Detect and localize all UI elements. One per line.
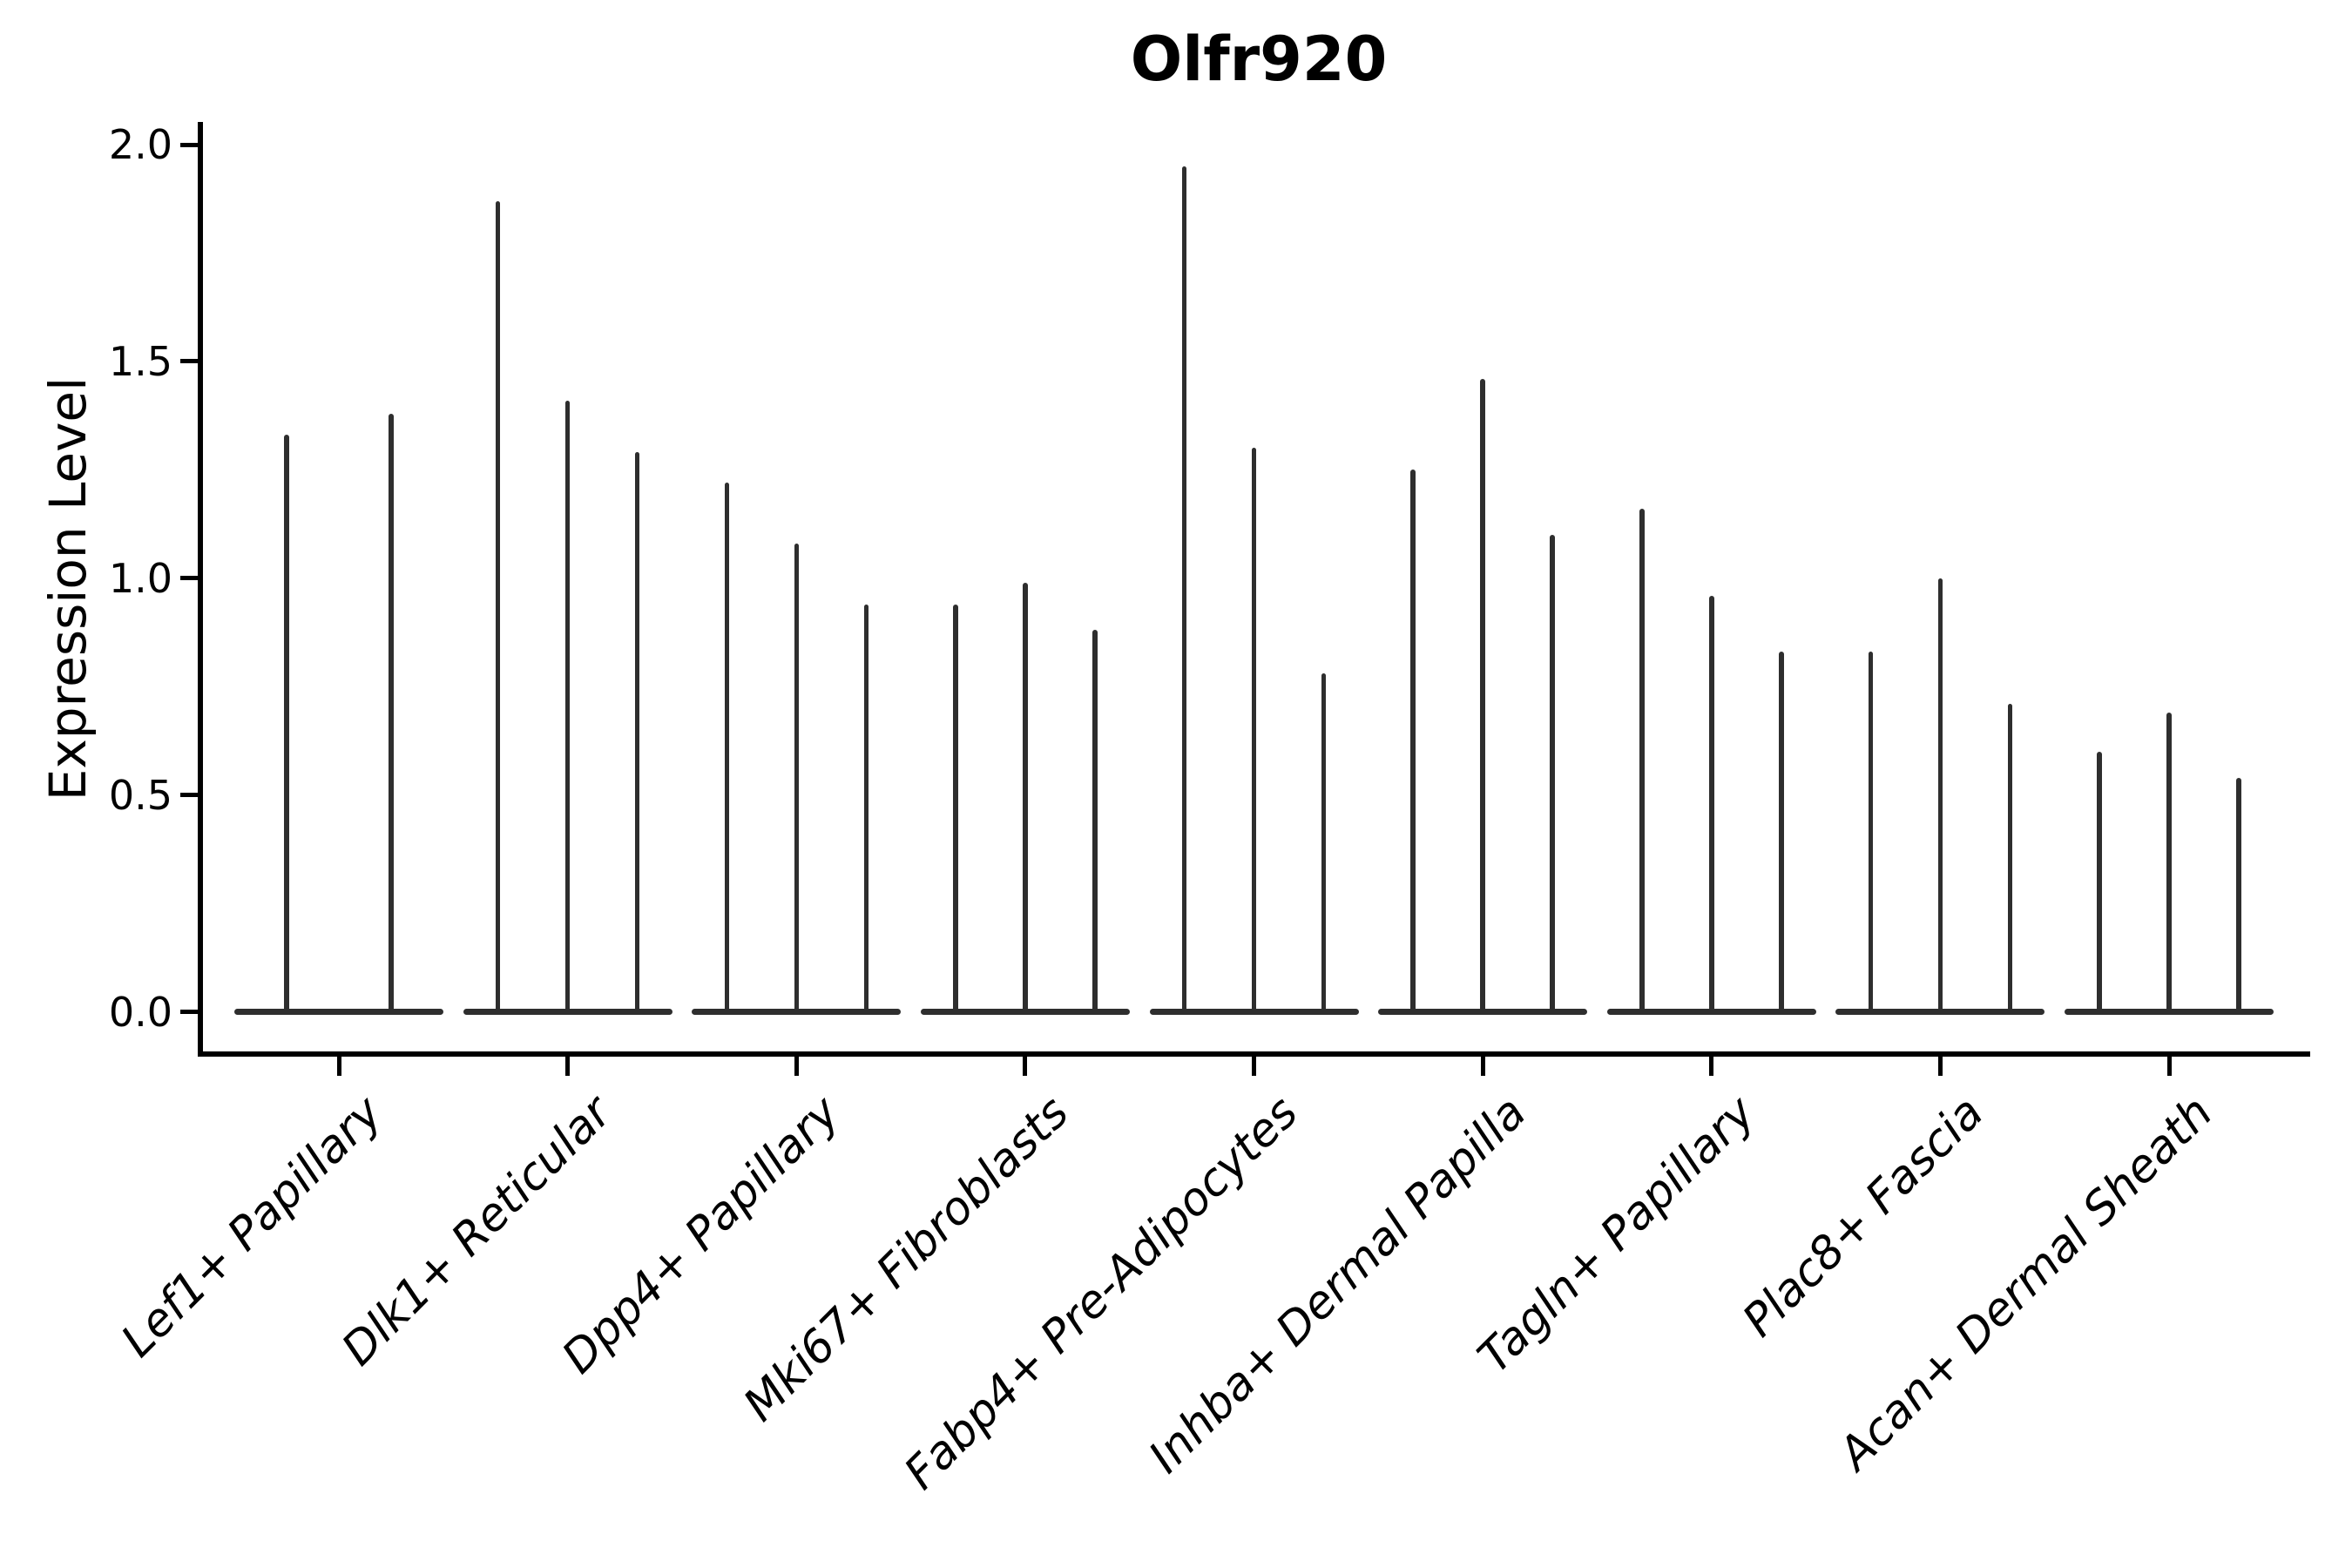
y-tick-label: 0.5 (108, 771, 172, 819)
x-tick (1252, 1057, 1257, 1076)
violin-spike (953, 604, 958, 1015)
violin-base (234, 1009, 443, 1015)
y-tick-label: 2.0 (108, 121, 172, 168)
violin-spike (2236, 777, 2241, 1015)
x-tick (2166, 1057, 2172, 1076)
violin-spike (495, 200, 501, 1015)
violin-spike (1550, 534, 1555, 1015)
x-tick (336, 1057, 341, 1076)
y-tick-label: 1.0 (108, 554, 172, 602)
chart-title: Olfr920 (1130, 24, 1388, 95)
y-tick (180, 359, 198, 364)
x-tick (794, 1057, 799, 1076)
y-tick-label: 0.0 (108, 988, 172, 1036)
violin-spike (1321, 673, 1327, 1015)
violin-spike (634, 452, 640, 1015)
y-tick (180, 793, 198, 798)
violin-spike (1709, 595, 1714, 1015)
y-tick (180, 1010, 198, 1014)
violin-spike (1410, 470, 1416, 1015)
violin-spike (284, 435, 289, 1015)
x-tick (1937, 1057, 1943, 1076)
violin-spike (863, 604, 868, 1015)
violin-spike (1251, 448, 1257, 1015)
violin-spike (1023, 582, 1028, 1015)
violin-spike (1092, 630, 1098, 1015)
y-axis-line (198, 122, 203, 1057)
violin-spike (1639, 509, 1645, 1015)
x-axis-line (198, 1051, 2310, 1057)
violin-spike (2097, 751, 2102, 1015)
violin-spike (724, 483, 729, 1015)
violin-spike (1181, 166, 1187, 1015)
x-tick (1023, 1057, 1028, 1076)
x-tick (565, 1057, 571, 1076)
violin-spike (1779, 652, 1784, 1015)
violin-spike (2007, 704, 2013, 1015)
y-tick (180, 576, 198, 581)
x-tick (1480, 1057, 1485, 1076)
y-tick-label: 1.5 (108, 337, 172, 385)
x-tick (1709, 1057, 1714, 1076)
violin-spike (1937, 578, 1943, 1015)
violin-spike (389, 413, 394, 1015)
violin-spike (2166, 713, 2172, 1015)
violin-spike (794, 543, 799, 1015)
violin-spike (1868, 652, 1874, 1015)
violin-spike (1480, 378, 1485, 1015)
y-tick (180, 142, 198, 147)
violin-spike (564, 400, 571, 1015)
